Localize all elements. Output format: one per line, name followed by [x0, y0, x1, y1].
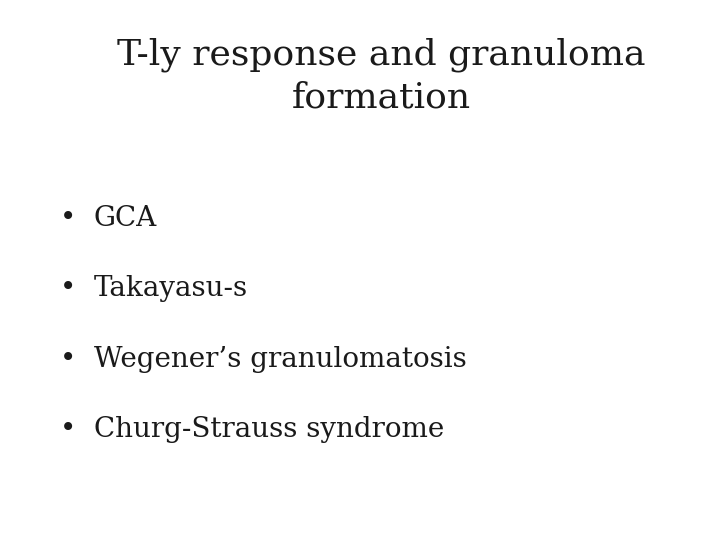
- Text: T-ly response and granuloma
formation: T-ly response and granuloma formation: [117, 38, 646, 114]
- Text: Takayasu-s: Takayasu-s: [94, 275, 248, 302]
- Text: •: •: [60, 346, 76, 373]
- Text: Wegener’s granulomatosis: Wegener’s granulomatosis: [94, 346, 467, 373]
- Text: Churg-Strauss syndrome: Churg-Strauss syndrome: [94, 416, 444, 443]
- Text: •: •: [60, 416, 76, 443]
- Text: •: •: [60, 205, 76, 232]
- Text: GCA: GCA: [94, 205, 157, 232]
- Text: •: •: [60, 275, 76, 302]
